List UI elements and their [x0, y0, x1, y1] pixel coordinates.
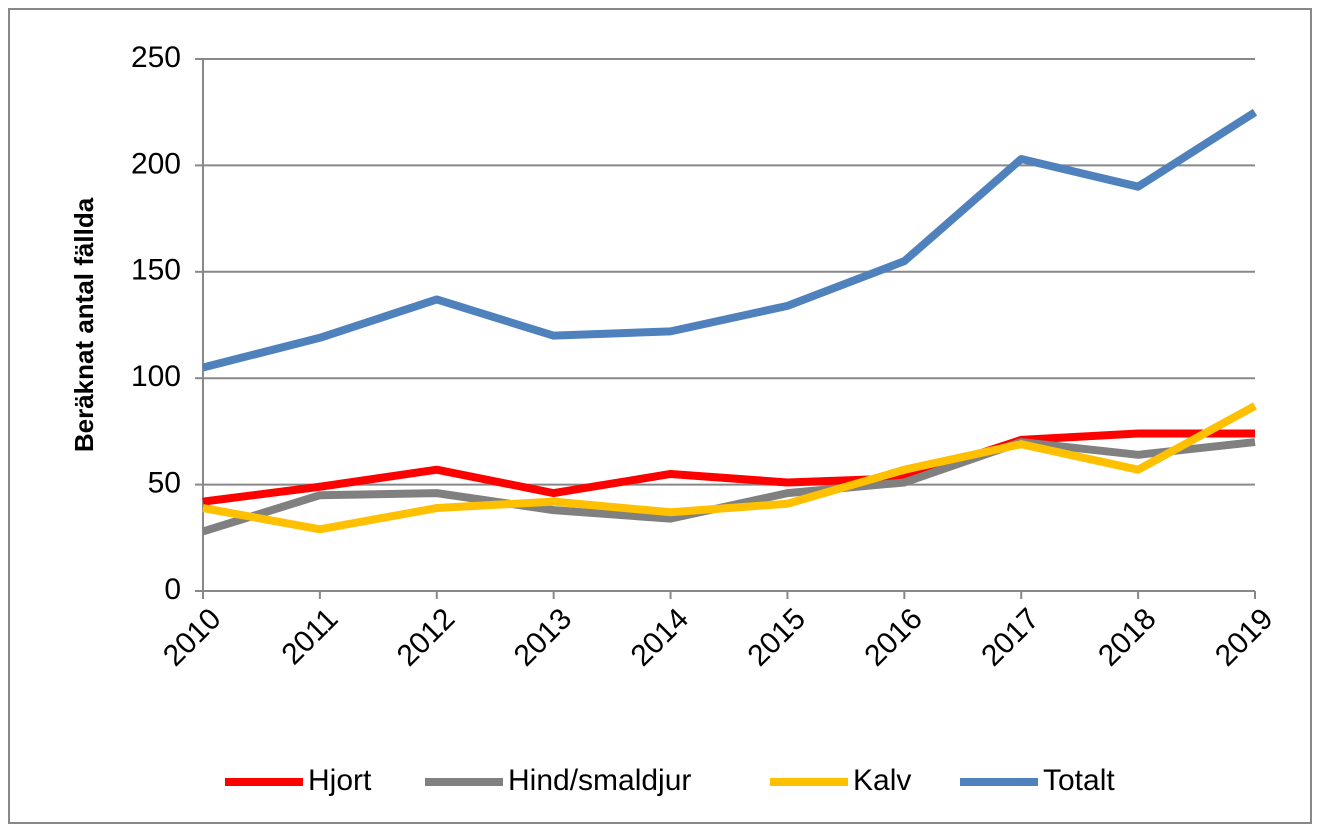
y-axis-label: Beräknat antal fällda	[69, 197, 99, 452]
y-tick-label: 100	[131, 360, 181, 393]
series-line	[202, 402, 1257, 534]
chart-border	[8, 8, 1312, 824]
series-line	[202, 108, 1258, 372]
y-tick-label: 150	[131, 254, 181, 287]
y-tick-label: 50	[148, 467, 181, 500]
legend-label: Kalv	[853, 764, 911, 797]
legend-label: Hjort	[308, 764, 372, 797]
y-tick-label: 250	[131, 41, 181, 74]
legend-label: Hind/smaldjur	[508, 764, 691, 797]
series-line	[202, 429, 1255, 506]
legend-label: Totalt	[1043, 764, 1115, 797]
y-tick-label: 0	[164, 573, 181, 606]
y-tick-label: 200	[131, 147, 181, 180]
